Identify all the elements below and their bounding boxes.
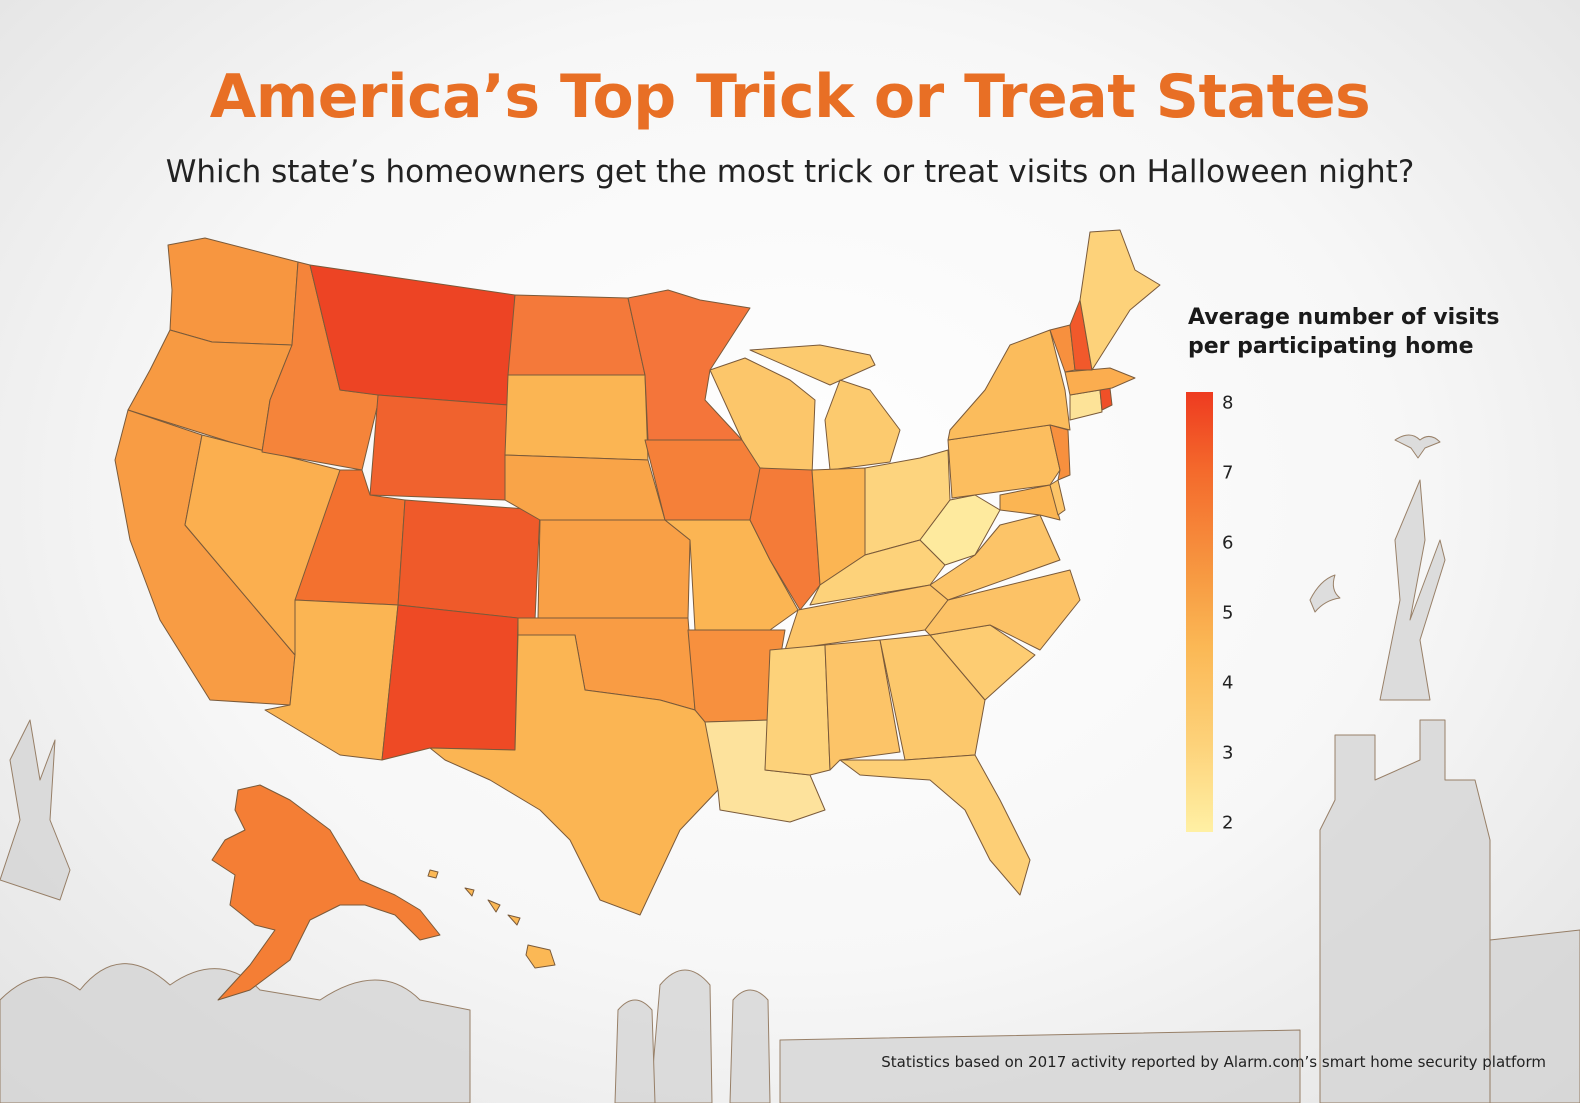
state-new-york — [947, 329, 1071, 441]
state-wisconsin — [709, 357, 816, 476]
state-north-dakota — [507, 294, 646, 376]
state-delaware — [1049, 479, 1066, 516]
state-washington — [167, 237, 299, 346]
legend-tick-5: 5 — [1222, 602, 1234, 624]
page-title: America’s Top Trick or Treat States — [209, 62, 1371, 132]
source-footnote: Statistics based on 2017 activity report… — [881, 1053, 1546, 1071]
state-montana — [309, 264, 516, 406]
legend-tick-3: 3 — [1222, 742, 1234, 764]
state-new-mexico — [381, 604, 519, 761]
state-florida — [839, 754, 1031, 896]
state-massachusetts — [1064, 367, 1136, 396]
state-maine — [1079, 229, 1161, 371]
state-mississippi — [764, 644, 831, 776]
state-wyoming — [369, 394, 509, 501]
state-kansas — [537, 519, 691, 619]
legend-tick-7: 7 — [1222, 462, 1234, 484]
legend-title: Average number of visits per participati… — [1188, 305, 1500, 359]
state-alaska — [211, 784, 441, 1001]
legend-tick-2: 2 — [1222, 812, 1234, 834]
state-georgia — [879, 634, 986, 761]
state-new-jersey — [1049, 424, 1071, 481]
legend-tick-6: 6 — [1222, 532, 1234, 554]
page-subtitle: Which state’s homeowners get the most tr… — [165, 154, 1415, 190]
halloween-background-decoration — [0, 434, 1580, 1103]
state-maryland — [999, 484, 1061, 521]
state-nebraska — [504, 454, 666, 521]
state-colorado — [397, 499, 541, 621]
state-minnesota — [627, 289, 751, 441]
state-michigan — [749, 344, 901, 471]
state-hawaii — [427, 869, 556, 969]
state-rhode-island — [1099, 387, 1113, 411]
legend-color-scale — [1186, 392, 1213, 832]
state-texas — [429, 634, 719, 916]
state-north-carolina — [924, 569, 1081, 651]
state-south-dakota — [504, 374, 649, 461]
legend-tick-8: 8 — [1222, 392, 1234, 414]
state-iowa — [644, 439, 763, 521]
legend-tick-4: 4 — [1222, 672, 1234, 694]
state-alabama — [824, 639, 901, 771]
